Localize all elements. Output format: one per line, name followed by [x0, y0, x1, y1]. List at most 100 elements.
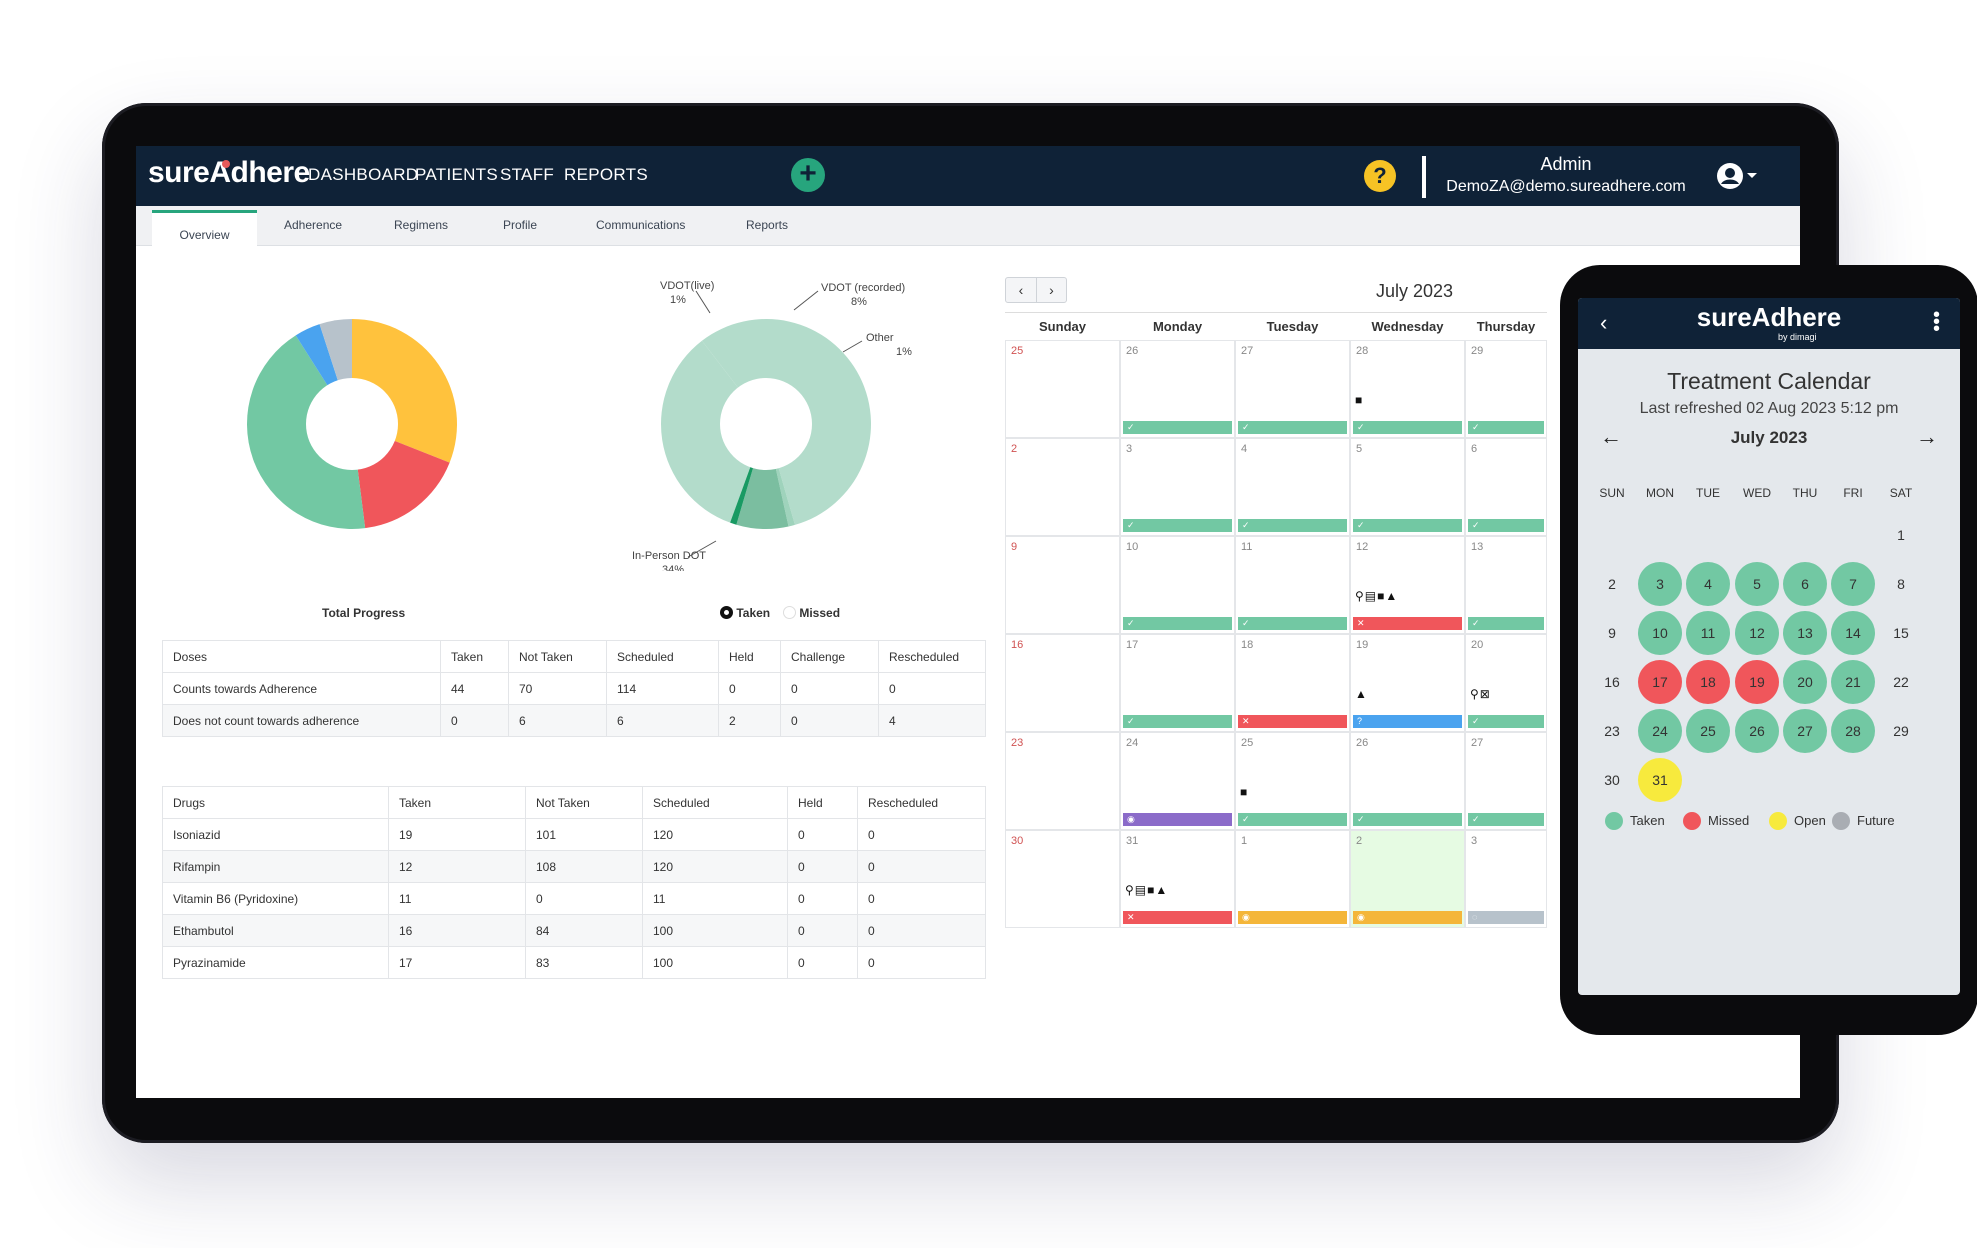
- calendar-day-cell[interactable]: 17 ✓: [1120, 634, 1235, 732]
- nav-staff[interactable]: STAFF: [500, 165, 555, 184]
- dose-status-bar[interactable]: ✕: [1238, 715, 1347, 728]
- calendar-prev-button[interactable]: ‹: [1018, 282, 1024, 298]
- calendar-day-cell[interactable]: 11 ✓: [1235, 536, 1350, 634]
- calendar-day-cell[interactable]: 12 ⚲▤■▲ ✕: [1350, 536, 1465, 634]
- calendar-day-cell[interactable]: 3 ✓: [1120, 438, 1235, 536]
- calendar-next-button[interactable]: ›: [1036, 278, 1066, 302]
- dose-status-bar[interactable]: ✓: [1468, 813, 1544, 826]
- mobile-calendar-day[interactable]: 31: [1638, 758, 1682, 802]
- mobile-calendar-day[interactable]: 9: [1608, 625, 1616, 641]
- dose-status-bar[interactable]: ✓: [1468, 617, 1544, 630]
- calendar-day-cell[interactable]: 5 ✓: [1350, 438, 1465, 536]
- calendar-day-cell[interactable]: 2: [1005, 438, 1120, 536]
- legend-missed[interactable]: Missed: [783, 606, 840, 620]
- dose-status-bar[interactable]: ✓: [1238, 519, 1347, 532]
- nav-patients[interactable]: PATIENTS: [415, 165, 499, 184]
- prev-month-arrow-icon[interactable]: ←: [1600, 424, 1622, 449]
- nav-dashboard[interactable]: DASHBOARD: [308, 165, 419, 184]
- calendar-day-cell[interactable]: 2 ◉: [1350, 830, 1465, 928]
- calendar-day-cell[interactable]: 26 ✓: [1350, 732, 1465, 830]
- calendar-day-cell[interactable]: 19 ▲?: [1350, 634, 1465, 732]
- mobile-calendar-day[interactable]: 16: [1604, 674, 1620, 690]
- calendar-day-cell[interactable]: 10 ✓: [1120, 536, 1235, 634]
- calendar-day-cell[interactable]: 25 ■ ✓: [1235, 732, 1350, 830]
- dose-status-bar[interactable]: ✓: [1123, 715, 1232, 728]
- calendar-day-cell[interactable]: 4 ✓: [1235, 438, 1350, 536]
- calendar-day-cell[interactable]: 27 ✓: [1465, 732, 1547, 830]
- dose-event-icons[interactable]: ▲: [1355, 687, 1368, 701]
- dose-status-bar[interactable]: ✓: [1123, 421, 1232, 434]
- calendar-day-cell[interactable]: 26 ✓: [1120, 340, 1235, 438]
- mobile-calendar-day[interactable]: 29: [1893, 723, 1909, 739]
- mobile-calendar-day[interactable]: 22: [1893, 674, 1909, 690]
- mobile-calendar-day[interactable]: 4: [1686, 562, 1730, 606]
- mobile-calendar-day[interactable]: 26: [1735, 709, 1779, 753]
- mobile-calendar-day[interactable]: 24: [1638, 709, 1682, 753]
- mobile-calendar-day[interactable]: 13: [1783, 611, 1827, 655]
- add-button[interactable]: +: [791, 158, 825, 192]
- dose-method-slice[interactable]: [736, 424, 789, 529]
- dose-status-bar[interactable]: ✓: [1468, 715, 1544, 728]
- total-progress-slice[interactable]: [246, 335, 366, 529]
- tab-communications[interactable]: Communications: [596, 218, 686, 232]
- dose-status-bar[interactable]: ◉: [1123, 813, 1232, 826]
- dose-status-bar[interactable]: ✓: [1353, 813, 1462, 826]
- dose-status-bar[interactable]: ✓: [1353, 519, 1462, 532]
- mobile-calendar-day[interactable]: 17: [1638, 660, 1682, 704]
- calendar-day-cell[interactable]: 27 ✓: [1235, 340, 1350, 438]
- dose-status-bar[interactable]: ✕: [1353, 617, 1462, 630]
- calendar-day-cell[interactable]: 16: [1005, 634, 1120, 732]
- dose-status-bar[interactable]: ?: [1353, 715, 1462, 728]
- dose-status-bar[interactable]: ✓: [1238, 421, 1347, 434]
- chevron-down-icon[interactable]: [1747, 173, 1757, 178]
- mobile-calendar-day[interactable]: 5: [1735, 562, 1779, 606]
- calendar-day-cell[interactable]: 3 ◌: [1465, 830, 1547, 928]
- mobile-calendar-day[interactable]: 27: [1783, 709, 1827, 753]
- nav-reports[interactable]: REPORTS: [564, 165, 648, 184]
- kebab-menu-icon[interactable]: • • •: [1933, 304, 1941, 340]
- mobile-calendar-day[interactable]: 21: [1831, 660, 1875, 704]
- tab-profile[interactable]: Profile: [503, 218, 538, 232]
- mobile-calendar-day[interactable]: 10: [1638, 611, 1682, 655]
- back-icon[interactable]: ‹: [1600, 310, 1608, 335]
- dose-event-icons[interactable]: ■: [1355, 393, 1364, 407]
- user-account-icon[interactable]: [1716, 162, 1744, 190]
- mobile-calendar-day[interactable]: 30: [1604, 772, 1620, 788]
- mobile-calendar-day[interactable]: 12: [1735, 611, 1779, 655]
- calendar-day-cell[interactable]: 9: [1005, 536, 1120, 634]
- dose-event-icons[interactable]: ⚲⊠: [1470, 687, 1491, 701]
- mobile-calendar-day[interactable]: 19: [1735, 660, 1779, 704]
- tab-regimens[interactable]: Regimens: [394, 218, 449, 232]
- dose-status-bar[interactable]: ◉: [1353, 911, 1462, 924]
- calendar-day-cell[interactable]: 31 ⚲▤■▲ ✕: [1120, 830, 1235, 928]
- calendar-day-cell[interactable]: 1 ◉: [1235, 830, 1350, 928]
- dose-method-slice[interactable]: [661, 340, 766, 523]
- mobile-calendar-day[interactable]: 18: [1686, 660, 1730, 704]
- calendar-day-cell[interactable]: 24 ◉: [1120, 732, 1235, 830]
- dose-status-bar[interactable]: ✓: [1468, 421, 1544, 434]
- dose-event-icons[interactable]: ⚲▤■▲: [1355, 589, 1399, 603]
- mobile-calendar-day[interactable]: 8: [1897, 576, 1905, 592]
- calendar-day-cell[interactable]: 28 ■ ✓: [1350, 340, 1465, 438]
- dose-status-bar[interactable]: ✓: [1238, 617, 1347, 630]
- dose-status-bar[interactable]: ✓: [1353, 421, 1462, 434]
- dose-status-bar[interactable]: ✕: [1123, 911, 1232, 924]
- tab-overview[interactable]: Overview: [152, 210, 257, 246]
- dose-status-bar[interactable]: ◌: [1468, 911, 1544, 924]
- dose-status-bar[interactable]: ✓: [1238, 813, 1347, 826]
- mobile-calendar-day[interactable]: 14: [1831, 611, 1875, 655]
- tab-reports[interactable]: Reports: [746, 218, 789, 232]
- mobile-calendar-day[interactable]: 3: [1638, 562, 1682, 606]
- dose-status-bar[interactable]: ✓: [1123, 617, 1232, 630]
- calendar-day-cell[interactable]: 20 ⚲⊠ ✓: [1465, 634, 1547, 732]
- tab-adherence[interactable]: Adherence: [284, 218, 343, 232]
- mobile-calendar-day[interactable]: 7: [1831, 562, 1875, 606]
- mobile-calendar-day[interactable]: 20: [1783, 660, 1827, 704]
- mobile-calendar-day[interactable]: 11: [1686, 611, 1730, 655]
- dose-event-icons[interactable]: ⚲▤■▲: [1125, 883, 1169, 897]
- mobile-calendar-day[interactable]: 6: [1783, 562, 1827, 606]
- calendar-day-cell[interactable]: 6 ✓: [1465, 438, 1547, 536]
- calendar-day-cell[interactable]: 29 ✓: [1465, 340, 1547, 438]
- mobile-calendar-day[interactable]: 15: [1893, 625, 1909, 641]
- calendar-day-cell[interactable]: 23: [1005, 732, 1120, 830]
